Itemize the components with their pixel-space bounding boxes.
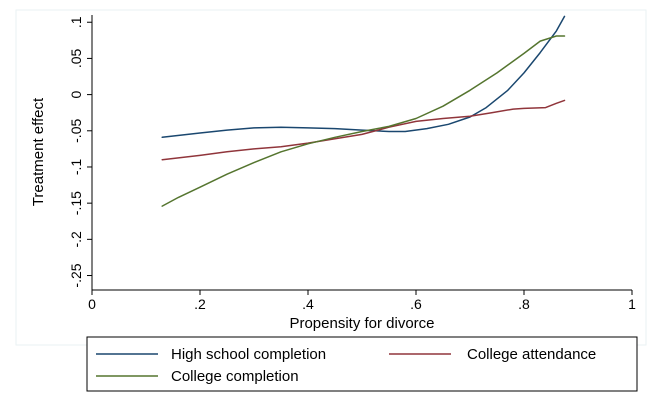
x-tick-label: .4	[302, 296, 314, 312]
x-tick-label: .2	[194, 296, 206, 312]
series-line-2	[161, 99, 566, 161]
x-tick-label: .8	[518, 296, 530, 312]
x-tick-label: 0	[88, 296, 96, 312]
y-axis-ticks: .1 .05 0 -.05 -.1 -.15 -.2 -.25	[68, 16, 92, 288]
y-tick-label: -.25	[68, 263, 84, 287]
x-tick-label: 1	[628, 296, 636, 312]
legend: High school completion College attendance…	[86, 336, 638, 392]
y-tick-label: -.05	[68, 119, 84, 143]
y-tick-label: -.1	[68, 159, 84, 176]
y-axis-title: Treatment effect	[30, 97, 47, 206]
series-line-1	[161, 15, 566, 139]
y-tick-label: 0	[68, 91, 84, 99]
x-tick-label: .6	[410, 296, 422, 312]
y-tick-label: -.15	[68, 191, 84, 215]
y-tick-label: .05	[68, 48, 84, 68]
series-line-3	[161, 35, 566, 207]
legend-label-2: College attendance	[467, 346, 596, 363]
plot-region-background	[15, 9, 647, 346]
x-axis-title: Propensity for divorce	[289, 315, 434, 332]
legend-items: High school completion College attendance…	[96, 346, 596, 385]
legend-box	[86, 336, 638, 392]
y-tick-label: -.2	[68, 231, 84, 248]
x-axis-ticks: 0 .2 .4 .6 .8 1	[88, 290, 636, 312]
series-layer	[161, 15, 566, 207]
y-tick-label: .1	[68, 16, 84, 28]
legend-label-1: High school completion	[171, 346, 326, 363]
legend-label-3: College completion	[171, 368, 299, 385]
